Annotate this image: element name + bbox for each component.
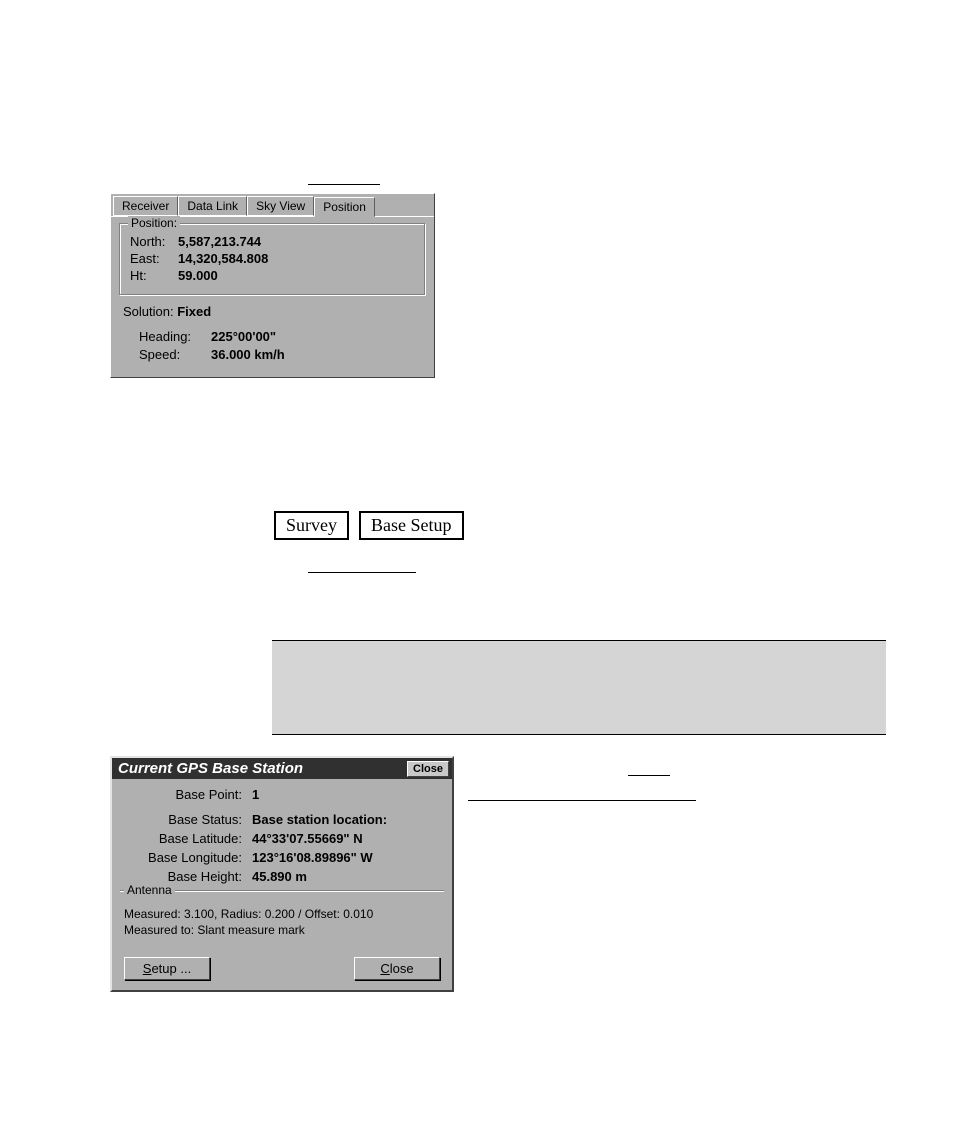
- base-point-row: Base Point: 1: [120, 787, 444, 802]
- north-value: 5,587,213.744: [178, 234, 261, 249]
- tab-receiver[interactable]: Receiver: [113, 196, 178, 216]
- height-row: Ht: 59.000: [130, 268, 415, 283]
- tab-sky-view[interactable]: Sky View: [247, 196, 314, 216]
- base-latitude-value: 44°33'07.55669" N: [252, 831, 363, 846]
- position-fieldset-legend: Position:: [128, 216, 180, 230]
- east-row: East: 14,320,584.808: [130, 251, 415, 266]
- base-latitude-label: Base Latitude:: [120, 831, 252, 846]
- north-row: North: 5,587,213.744: [130, 234, 415, 249]
- base-status-value: Base station location:: [252, 812, 387, 827]
- position-panel: Receiver Data Link Sky View Position Pos…: [110, 193, 435, 378]
- base-longitude-value: 123°16'08.89896" W: [252, 850, 373, 865]
- base-longitude-row: Base Longitude: 123°16'08.89896" W: [120, 850, 444, 865]
- setup-button[interactable]: Setup ...: [124, 957, 210, 980]
- base-height-value: 45.890 m: [252, 869, 307, 884]
- east-value: 14,320,584.808: [178, 251, 268, 266]
- underline-accent: [308, 184, 380, 185]
- position-tab-body: Position: North: 5,587,213.744 East: 14,…: [111, 216, 434, 377]
- antenna-line-2: Measured to: Slant measure mark: [124, 923, 440, 937]
- underline-accent: [308, 572, 416, 573]
- heading-row: Heading: 225°00'00": [139, 329, 426, 344]
- close-button-accel: C: [380, 961, 389, 976]
- close-button-rest: lose: [390, 961, 414, 976]
- position-fieldset: Position: North: 5,587,213.744 East: 14,…: [119, 223, 426, 296]
- base-height-row: Base Height: 45.890 m: [120, 869, 444, 884]
- setup-button-rest: etup ...: [151, 961, 191, 976]
- tab-data-link[interactable]: Data Link: [178, 196, 247, 216]
- tab-strip: Receiver Data Link Sky View Position: [111, 194, 434, 216]
- solution-label: Solution:: [123, 304, 174, 319]
- menu-path: Survey Base Setup: [274, 511, 464, 540]
- base-height-label: Base Height:: [120, 869, 252, 884]
- height-label: Ht:: [130, 268, 178, 283]
- heading-label: Heading:: [139, 329, 211, 344]
- dialog-title: Current GPS Base Station: [118, 760, 303, 777]
- base-longitude-label: Base Longitude:: [120, 850, 252, 865]
- callout-band: [272, 640, 886, 735]
- base-latitude-row: Base Latitude: 44°33'07.55669" N: [120, 831, 444, 846]
- base-point-value: 1: [252, 787, 259, 802]
- solution-row: Solution: Fixed: [123, 304, 426, 319]
- base-point-label: Base Point:: [120, 787, 252, 802]
- close-button[interactable]: Close: [354, 957, 440, 980]
- dialog-titlebar: Current GPS Base Station Close: [112, 758, 452, 779]
- dialog-button-row: Setup ... Close: [120, 953, 444, 982]
- speed-label: Speed:: [139, 347, 211, 362]
- dialog-body: Base Point: 1 Base Status: Base station …: [112, 779, 452, 990]
- base-setup-menu-button[interactable]: Base Setup: [359, 511, 464, 540]
- antenna-line-1: Measured: 3.100, Radius: 0.200 / Offset:…: [124, 907, 440, 921]
- base-status-label: Base Status:: [120, 812, 252, 827]
- tab-position[interactable]: Position: [314, 197, 375, 217]
- underline-accent: [628, 775, 670, 776]
- speed-row: Speed: 36.000 km/h: [139, 347, 426, 362]
- antenna-legend: Antenna: [124, 883, 175, 897]
- height-value: 59.000: [178, 268, 218, 283]
- solution-value: Fixed: [177, 304, 211, 319]
- speed-value: 36.000 km/h: [211, 347, 285, 362]
- base-status-row: Base Status: Base station location:: [120, 812, 444, 827]
- heading-value: 225°00'00": [211, 329, 276, 344]
- base-station-dialog: Current GPS Base Station Close Base Poin…: [110, 756, 454, 992]
- north-label: North:: [130, 234, 178, 249]
- underline-accent: [468, 800, 696, 801]
- antenna-fieldset: Antenna Measured: 3.100, Radius: 0.200 /…: [120, 890, 444, 945]
- titlebar-close-button[interactable]: Close: [407, 761, 449, 777]
- east-label: East:: [130, 251, 178, 266]
- survey-menu-button[interactable]: Survey: [274, 511, 349, 540]
